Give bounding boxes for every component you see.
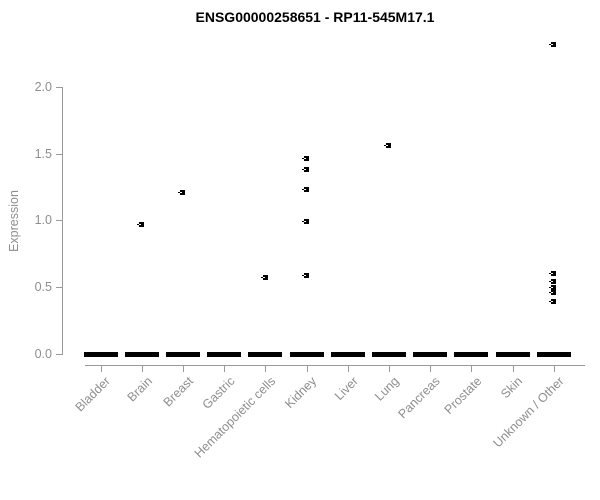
zero-value-bar — [413, 352, 447, 357]
x-tick — [307, 366, 308, 372]
data-point — [549, 271, 556, 276]
x-tick-label: Unknown / Other — [490, 374, 567, 451]
data-point — [261, 275, 268, 280]
x-tick-label: Hematopoietic cells — [191, 374, 279, 461]
zero-value-bar — [125, 352, 159, 357]
x-tick-label: Brain — [124, 374, 155, 405]
x-tick-label: Liver — [331, 374, 361, 404]
x-tick-label: Lung — [372, 374, 402, 404]
x-tick-label: Kidney — [282, 374, 320, 411]
data-point — [137, 222, 144, 227]
y-tick — [56, 87, 62, 88]
zero-value-bar — [496, 352, 530, 357]
y-tick-label: 0.5 — [34, 280, 52, 294]
x-tick — [389, 366, 390, 372]
zero-value-bar — [290, 352, 324, 357]
zero-value-bar — [372, 352, 406, 357]
data-point — [549, 42, 556, 47]
x-tick-label: Gastric — [199, 374, 238, 412]
y-axis-line — [62, 86, 63, 355]
x-tick-label: Bladder — [73, 374, 114, 415]
zero-value-bar — [537, 352, 571, 357]
x-axis-line — [85, 365, 585, 366]
zero-value-bar — [166, 352, 200, 357]
data-point — [302, 167, 309, 172]
y-tick — [56, 354, 62, 355]
data-point — [549, 279, 556, 284]
data-point — [549, 290, 556, 295]
y-tick — [56, 287, 62, 288]
x-tick — [348, 366, 349, 372]
y-tick-label: 0.0 — [34, 347, 52, 361]
data-point — [302, 219, 309, 224]
chart-title: ENSG00000258651 - RP11-545M17.1 — [195, 9, 435, 25]
x-tick-label: Skin — [498, 374, 526, 402]
x-tick — [101, 366, 102, 372]
x-tick-label: Prostate — [441, 374, 485, 417]
data-point — [302, 187, 309, 192]
zero-value-bar — [331, 352, 365, 357]
data-point — [549, 285, 556, 290]
x-tick — [142, 366, 143, 372]
data-point — [549, 299, 556, 304]
y-tick — [56, 220, 62, 221]
x-tick — [224, 366, 225, 372]
x-tick — [183, 366, 184, 372]
y-tick-label: 1.5 — [34, 147, 52, 161]
zero-value-bar — [207, 352, 241, 357]
data-point — [302, 273, 309, 278]
data-point — [302, 156, 309, 161]
x-tick-label: Breast — [160, 374, 196, 410]
zero-value-bar — [248, 352, 282, 357]
data-point — [384, 143, 391, 148]
data-point — [178, 190, 185, 195]
x-tick — [471, 366, 472, 372]
x-tick — [430, 366, 431, 372]
x-tick-label: Pancreas — [395, 374, 444, 422]
x-tick — [265, 366, 266, 372]
zero-value-bar — [454, 352, 488, 357]
x-tick — [554, 366, 555, 372]
y-tick-label: 1.0 — [34, 213, 52, 227]
x-tick — [513, 366, 514, 372]
zero-value-bar — [84, 352, 118, 357]
y-tick — [56, 154, 62, 155]
y-tick-label: 2.0 — [34, 80, 52, 94]
